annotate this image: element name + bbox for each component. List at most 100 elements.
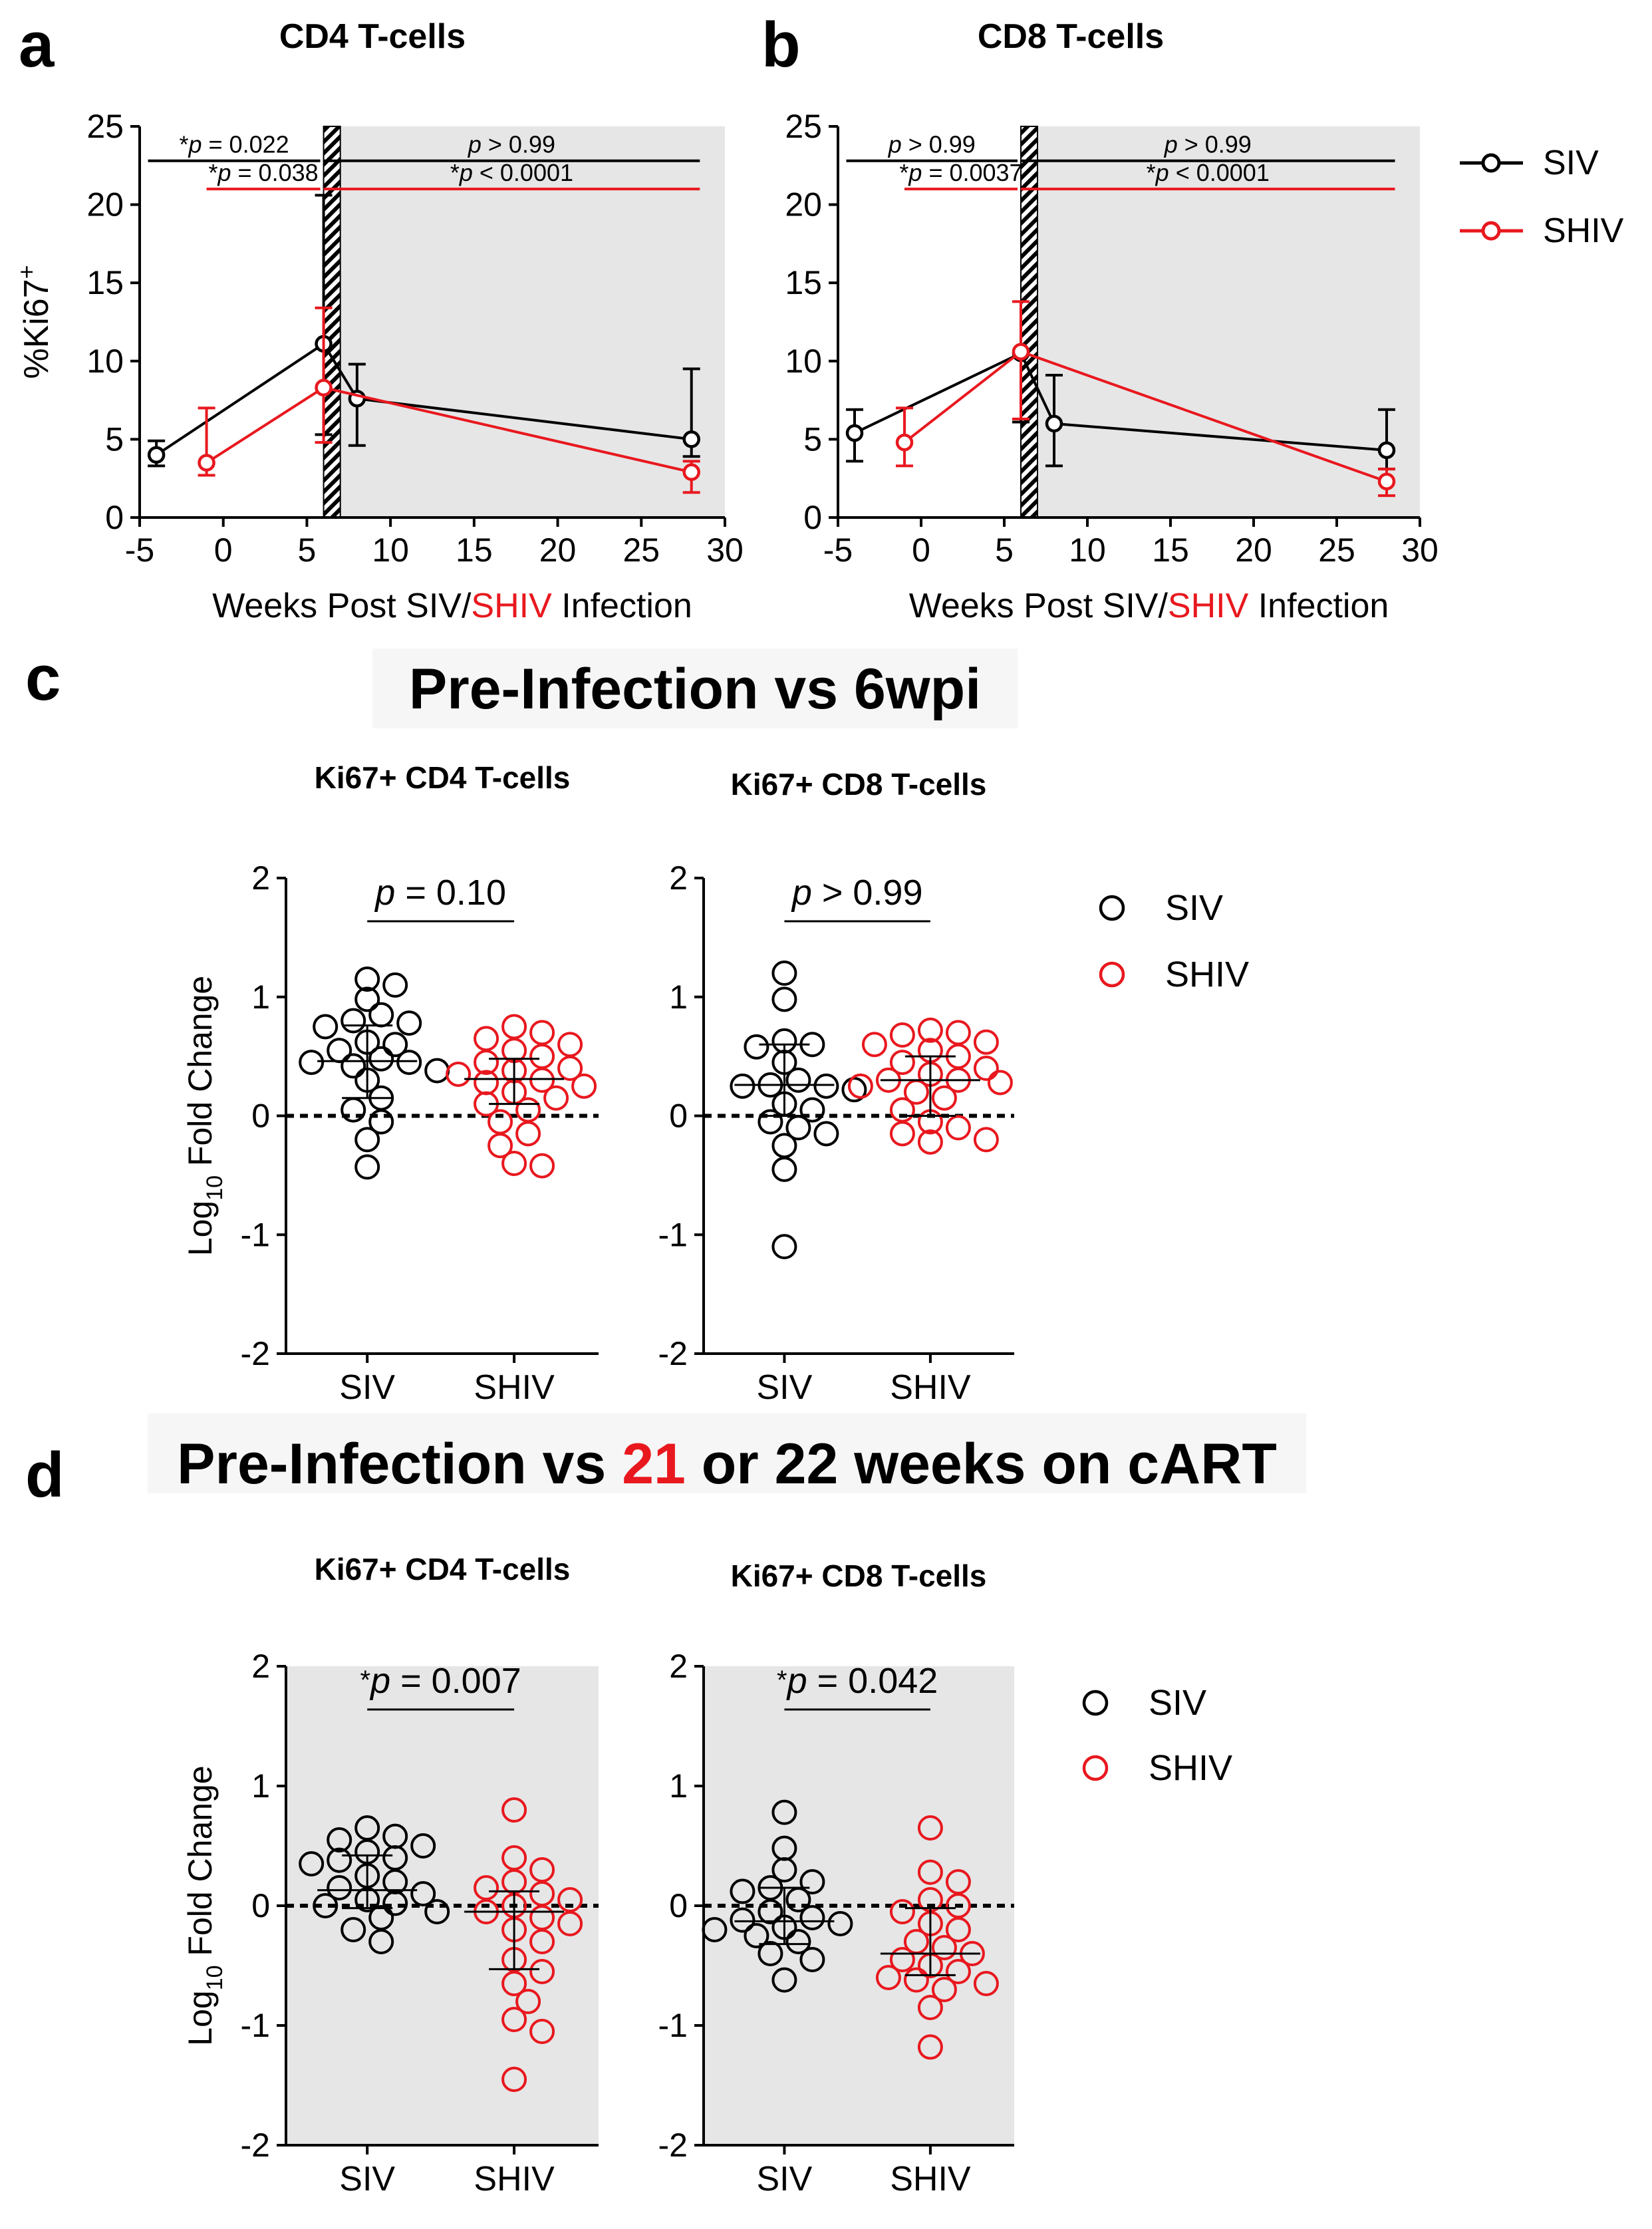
siv-data-point <box>757 1109 783 1135</box>
section-c-title: Pre-Infection vs 6wpi <box>409 657 981 721</box>
x-tick-label: SHIV <box>474 1368 555 1407</box>
x-tick-label: SIV <box>339 1368 395 1407</box>
legend-d-siv-marker <box>1082 1690 1109 1716</box>
significance-value: > 0.99 <box>902 131 976 158</box>
significance-p: p <box>786 1661 807 1701</box>
siv-data-point <box>744 1034 769 1060</box>
x-tick-label: 5 <box>298 531 317 569</box>
shiv-data-point <box>474 1050 499 1076</box>
siv-data-point <box>799 1947 825 1972</box>
y-tick-label: 5 <box>803 420 822 458</box>
shiv-data-point <box>529 1959 555 1984</box>
significance-label: *p = 0.042 <box>777 1661 938 1701</box>
legend-ab-siv-marker <box>1481 153 1501 173</box>
shiv-data-point <box>315 378 333 397</box>
siv-data-point <box>341 1097 366 1123</box>
significance-star: * <box>1147 159 1156 186</box>
legend-ab-shiv-label: SHIV <box>1543 212 1624 250</box>
significance-value: > 0.99 <box>1178 131 1252 158</box>
section-d-title-post: or 22 weeks on cART <box>686 1432 1277 1496</box>
shiv-data-point <box>875 1965 901 1990</box>
x-tick-label: 30 <box>1401 531 1439 569</box>
chart-title: CD8 T-cells <box>978 17 1164 56</box>
y-axis-label-rest: Fold Change <box>182 976 219 1175</box>
shiv-data-point <box>945 1020 971 1046</box>
x-axis-label-shiv: SHIV <box>1168 587 1249 625</box>
shiv-data-point <box>945 1917 971 1942</box>
siv-data-point <box>299 1851 325 1876</box>
legend-c-siv-marker <box>1099 895 1125 921</box>
siv-data-point <box>771 1857 797 1882</box>
siv-data-point <box>299 1050 325 1076</box>
siv-data-point <box>396 1010 422 1036</box>
shiv-data-point <box>515 1121 541 1147</box>
shiv-data-point <box>529 1020 555 1046</box>
y-axis-label: %Ki67+ <box>13 265 56 378</box>
x-tick-label: 30 <box>706 531 744 569</box>
siv-data-point <box>424 1058 450 1084</box>
significance-value: > 0.99 <box>482 131 555 158</box>
siv-data-point <box>744 1923 769 1948</box>
siv-data-point <box>327 1038 352 1064</box>
significance-p: p <box>888 131 902 158</box>
shaded-region <box>1037 126 1420 518</box>
y-tick-label: 15 <box>86 264 124 301</box>
shiv-data-point <box>973 1029 999 1055</box>
y-tick-label: -2 <box>658 1335 688 1372</box>
x-tick-label: 20 <box>539 531 577 569</box>
x-tick-label: 10 <box>1069 531 1106 569</box>
shiv-data-point <box>917 1815 943 1841</box>
x-tick-label: SHIV <box>890 2160 971 2198</box>
shiv-data-point <box>487 1133 513 1159</box>
shiv-data-point <box>529 1067 555 1093</box>
siv-data-point <box>410 1833 436 1858</box>
shiv-data-point <box>889 1022 915 1048</box>
shiv-data-point <box>889 1121 915 1147</box>
panel-letter-c: c <box>25 643 61 714</box>
significance-label: *p = 0.007 <box>360 1661 521 1701</box>
shiv-data-point <box>474 1026 499 1052</box>
x-axis-label: Weeks Post SIV/SHIV Infection <box>909 587 1389 625</box>
y-axis-label-sub: 10 <box>202 1175 227 1201</box>
siv-data-point <box>382 972 408 998</box>
y-tick-label: 10 <box>785 343 822 380</box>
y-tick-label: 2 <box>669 1648 688 1685</box>
siv-data-point <box>354 986 380 1012</box>
y-tick-label: 0 <box>669 1098 688 1135</box>
x-axis-label: Weeks Post SIV/SHIV Infection <box>212 587 692 625</box>
significance-label: *p < 0.0001 <box>1147 159 1270 186</box>
legend-c-shiv-label: SHIV <box>1165 955 1249 994</box>
shiv-data-point <box>515 1989 541 2014</box>
x-tick-label: 10 <box>372 531 409 569</box>
shiv-data-point <box>198 454 215 472</box>
shiv-data-point <box>501 1151 527 1176</box>
significance-p: p <box>369 1661 390 1701</box>
shiv-data-point <box>903 1967 929 1993</box>
section-d-title: Pre-Infection vs 21 or 22 weeks on cART <box>177 1432 1277 1496</box>
y-tick-label: 10 <box>86 343 124 380</box>
chart-title: Ki67+ CD8 T-cells <box>731 1559 987 1593</box>
shiv-data-point <box>1012 343 1030 361</box>
legend-ab-siv-label: SIV <box>1543 144 1599 182</box>
shiv-data-point <box>557 1032 583 1058</box>
shiv-data-point <box>529 1044 555 1070</box>
siv-data-point <box>1377 441 1396 460</box>
significance-p: p <box>1164 131 1178 158</box>
shiv-data-point <box>889 1899 915 1924</box>
y-tick-label: 2 <box>251 1648 270 1685</box>
shiv-data-point <box>847 1073 873 1099</box>
siv-data-point <box>341 1008 366 1034</box>
panel-letter-a: a <box>19 9 55 80</box>
x-tick-label: 0 <box>214 531 233 569</box>
y-tick-label: 25 <box>785 108 822 145</box>
shiv-data-point <box>973 1056 999 1081</box>
section-c-title-background <box>372 649 1018 728</box>
siv-data-point <box>313 1893 339 1918</box>
x-tick-label: 15 <box>1152 531 1189 569</box>
y-tick-label: 20 <box>86 186 124 223</box>
y-tick-label: 0 <box>251 1887 270 1924</box>
significance-value: = 0.0037 <box>922 159 1022 186</box>
shiv-data-point <box>945 1959 971 1984</box>
x-axis-label-pre: Weeks Post SIV/ <box>212 587 472 625</box>
